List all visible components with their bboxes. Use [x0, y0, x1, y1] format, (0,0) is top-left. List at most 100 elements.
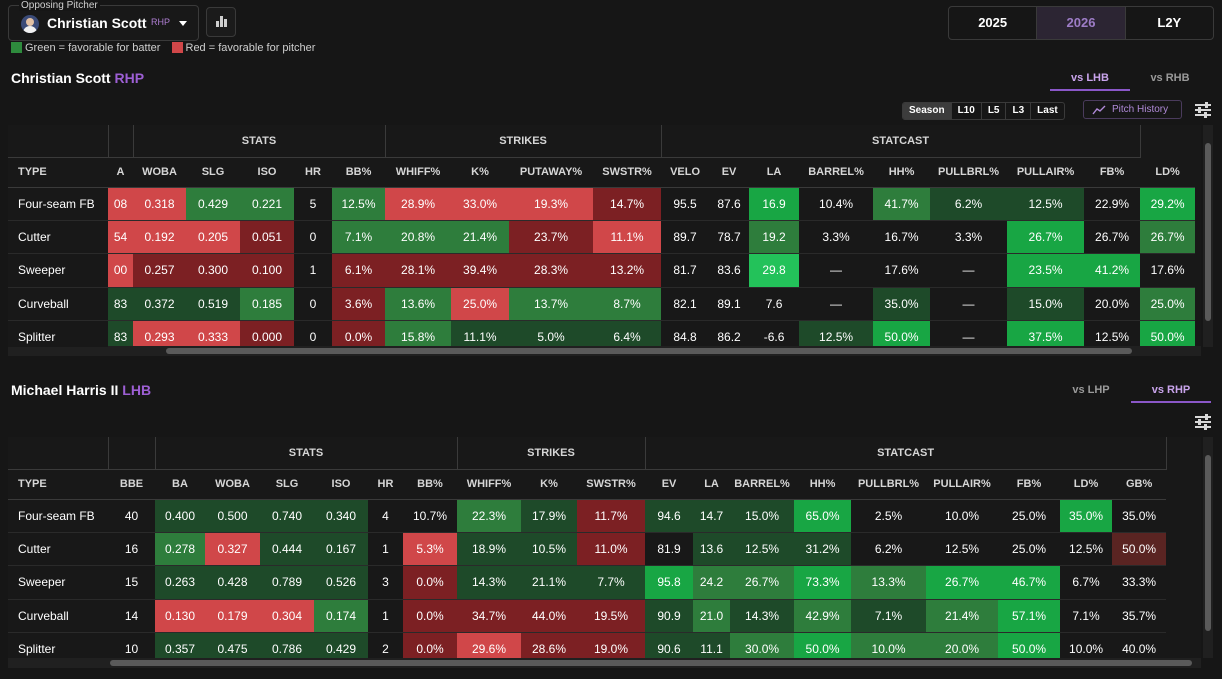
- col-hr[interactable]: HR: [294, 157, 332, 188]
- scroll-thumb[interactable]: [110, 660, 1192, 666]
- table-row[interactable]: Sweeper 15 0.263 0.428 0.789 0.526 3 0.0% 14.3% 2…: [8, 565, 1167, 600]
- table-row[interactable]: Splitter 83 0.293 0.333 0.000 0 0.0% 15.8% 11.1%…: [8, 320, 1196, 347]
- range-l5[interactable]: L5: [982, 103, 1007, 119]
- batter-horizontal-scrollbar[interactable]: [8, 658, 1201, 668]
- table-row[interactable]: Sweeper 00 0.257 0.300 0.100 1 6.1% 28.1% 39.4% 2…: [8, 253, 1196, 288]
- col-pullbrl-pct[interactable]: PULLBRL%: [930, 157, 1008, 188]
- stat-cell: 13.6%: [385, 287, 452, 322]
- color-legend: Green = favorable for batter Red = favor…: [11, 42, 315, 54]
- stat-cell: 12.5%: [332, 187, 386, 221]
- col-putaway-pct[interactable]: PUTAWAY%: [509, 157, 594, 188]
- col-whiff-pct[interactable]: WHIFF%: [457, 469, 521, 500]
- table-row[interactable]: Cutter 54 0.192 0.205 0.051 0 7.1% 20.8% 21.4% 23…: [8, 220, 1196, 255]
- filter-settings-icon[interactable]: [1195, 102, 1211, 118]
- stat-cell: 6.2%: [930, 187, 1008, 221]
- stat-cell: 0.0%: [332, 320, 386, 347]
- tab-vs-lhb[interactable]: vs LHB: [1050, 67, 1130, 91]
- stat-cell: 29.8: [749, 253, 800, 288]
- col-slg[interactable]: SLG: [260, 469, 314, 500]
- col-la[interactable]: LA: [693, 469, 731, 500]
- col-ld-pct[interactable]: LD%: [1060, 469, 1113, 500]
- pitcher-horizontal-scrollbar[interactable]: [8, 346, 1201, 356]
- pitcher-vertical-scrollbar[interactable]: [1203, 125, 1213, 347]
- pitch-type: Curveball: [8, 287, 108, 322]
- col-ba[interactable]: BA: [155, 469, 205, 500]
- col-barrel-pct[interactable]: BARREL%: [799, 157, 874, 188]
- filter-settings-icon[interactable]: [1195, 414, 1211, 430]
- table-row[interactable]: Curveball 14 0.130 0.179 0.304 0.174 1 0.0% 34.7…: [8, 599, 1167, 634]
- scroll-thumb[interactable]: [1205, 455, 1211, 631]
- stat-cell: 82.1: [661, 287, 710, 322]
- opposing-pitcher-select[interactable]: Opposing Pitcher Christian Scott RHP: [8, 0, 199, 41]
- col-whiff-pct[interactable]: WHIFF%: [385, 157, 452, 188]
- year-option-l2y[interactable]: L2Y: [1157, 15, 1182, 30]
- col-ev[interactable]: EV: [709, 157, 750, 188]
- col-ev[interactable]: EV: [645, 469, 694, 500]
- scroll-thumb[interactable]: [166, 348, 1132, 354]
- stat-cell: 0.318: [133, 187, 186, 221]
- table-row[interactable]: Four-seam FB 40 0.400 0.500 0.740 0.340 4 10.7%…: [8, 499, 1167, 533]
- stat-cell: 0.278: [155, 532, 205, 567]
- col-barrel-pct[interactable]: BARREL%: [730, 469, 795, 500]
- stat-cell: 35.0%: [1112, 499, 1167, 533]
- stat-cell: 6.4%: [593, 320, 662, 347]
- table-row[interactable]: Curveball 83 0.372 0.519 0.185 0 3.6% 13.6% 25.0…: [8, 287, 1196, 322]
- col-type[interactable]: TYPE: [8, 469, 108, 500]
- table-row[interactable]: Splitter 10 0.357 0.475 0.786 0.429 2 0.0% 29.6%…: [8, 632, 1167, 658]
- year-option-2025[interactable]: 2025: [949, 7, 1038, 39]
- col-hr[interactable]: HR: [368, 469, 403, 500]
- col-woba[interactable]: WOBA: [205, 469, 260, 500]
- batter-table-container[interactable]: STATS STRIKES STATCAST TYPE BBE BA WOBA SLG ISO H…: [8, 437, 1201, 658]
- tab-vs-rhp[interactable]: vs RHP: [1131, 379, 1211, 403]
- col-swstr-pct[interactable]: SWSTR%: [593, 157, 662, 188]
- stat-cell: 8.7%: [593, 287, 662, 322]
- col-k-pct[interactable]: K%: [451, 157, 510, 188]
- stat-cell: 7.7%: [577, 565, 646, 600]
- col-fb-pct[interactable]: FB%: [998, 469, 1061, 500]
- table-row[interactable]: Cutter 16 0.278 0.327 0.444 0.167 1 5.3% 18.9% 10…: [8, 532, 1167, 567]
- col-iso[interactable]: ISO: [314, 469, 368, 500]
- col-iso[interactable]: ISO: [240, 157, 294, 188]
- col-pullair-pct[interactable]: PULLAIR%: [926, 469, 999, 500]
- group-statcast: STATCAST: [645, 437, 1167, 470]
- col-velo[interactable]: VELO: [661, 157, 710, 188]
- stat-cell: 7.1%: [1060, 599, 1113, 634]
- table-row[interactable]: Four-seam FB 08 0.318 0.429 0.221 5 12.5% 28.9%…: [8, 187, 1196, 221]
- stat-cell: 0.304: [260, 599, 314, 634]
- col-hh-pct[interactable]: HH%: [873, 157, 931, 188]
- pitch-history-button[interactable]: Pitch History: [1083, 100, 1182, 119]
- col-swstr-pct[interactable]: SWSTR%: [577, 469, 646, 500]
- col-fb-pct[interactable]: FB%: [1084, 157, 1141, 188]
- col-woba[interactable]: WOBA: [133, 157, 186, 188]
- stat-cell: 25.0%: [451, 287, 510, 322]
- range-season[interactable]: Season: [903, 103, 952, 119]
- stat-cell: 11.7%: [577, 499, 646, 533]
- tab-vs-rhb[interactable]: vs RHB: [1150, 72, 1190, 84]
- col-pullbrl-pct[interactable]: PULLBRL%: [851, 469, 927, 500]
- range-last[interactable]: Last: [1037, 105, 1058, 116]
- col-bbe[interactable]: BBE: [108, 469, 155, 500]
- col-gb-pct[interactable]: GB%: [1112, 469, 1167, 500]
- stat-cell: 12.5%: [926, 532, 999, 567]
- tab-vs-lhp[interactable]: vs LHP: [1072, 384, 1110, 396]
- col-pullair-pct[interactable]: PULLAIR%: [1007, 157, 1085, 188]
- scroll-thumb[interactable]: [1205, 143, 1211, 321]
- col-bb-pct[interactable]: BB%: [332, 157, 386, 188]
- col-slg[interactable]: SLG: [186, 157, 240, 188]
- range-l3[interactable]: L3: [1006, 103, 1032, 119]
- stat-cell: 17.6%: [873, 253, 931, 288]
- stat-cell: 28.3%: [509, 253, 594, 288]
- stat-cell: 28.9%: [385, 187, 452, 221]
- col-type[interactable]: TYPE: [8, 157, 108, 188]
- pitcher-table-container[interactable]: STATS STRIKES STATCAST TYPE A WOBA SLG ISO HR BB%…: [8, 125, 1201, 347]
- bar-chart-button[interactable]: [206, 7, 236, 37]
- col-hh-pct[interactable]: HH%: [794, 469, 852, 500]
- col-bb-pct[interactable]: BB%: [403, 469, 457, 500]
- batter-vertical-scrollbar[interactable]: [1203, 437, 1213, 658]
- year-option-2026[interactable]: 2026: [1037, 7, 1126, 39]
- col-la[interactable]: LA: [749, 157, 800, 188]
- col-a[interactable]: A: [108, 157, 133, 188]
- col-k-pct[interactable]: K%: [521, 469, 577, 500]
- range-l10[interactable]: L10: [952, 103, 982, 119]
- col-ld-pct[interactable]: LD%: [1140, 157, 1196, 188]
